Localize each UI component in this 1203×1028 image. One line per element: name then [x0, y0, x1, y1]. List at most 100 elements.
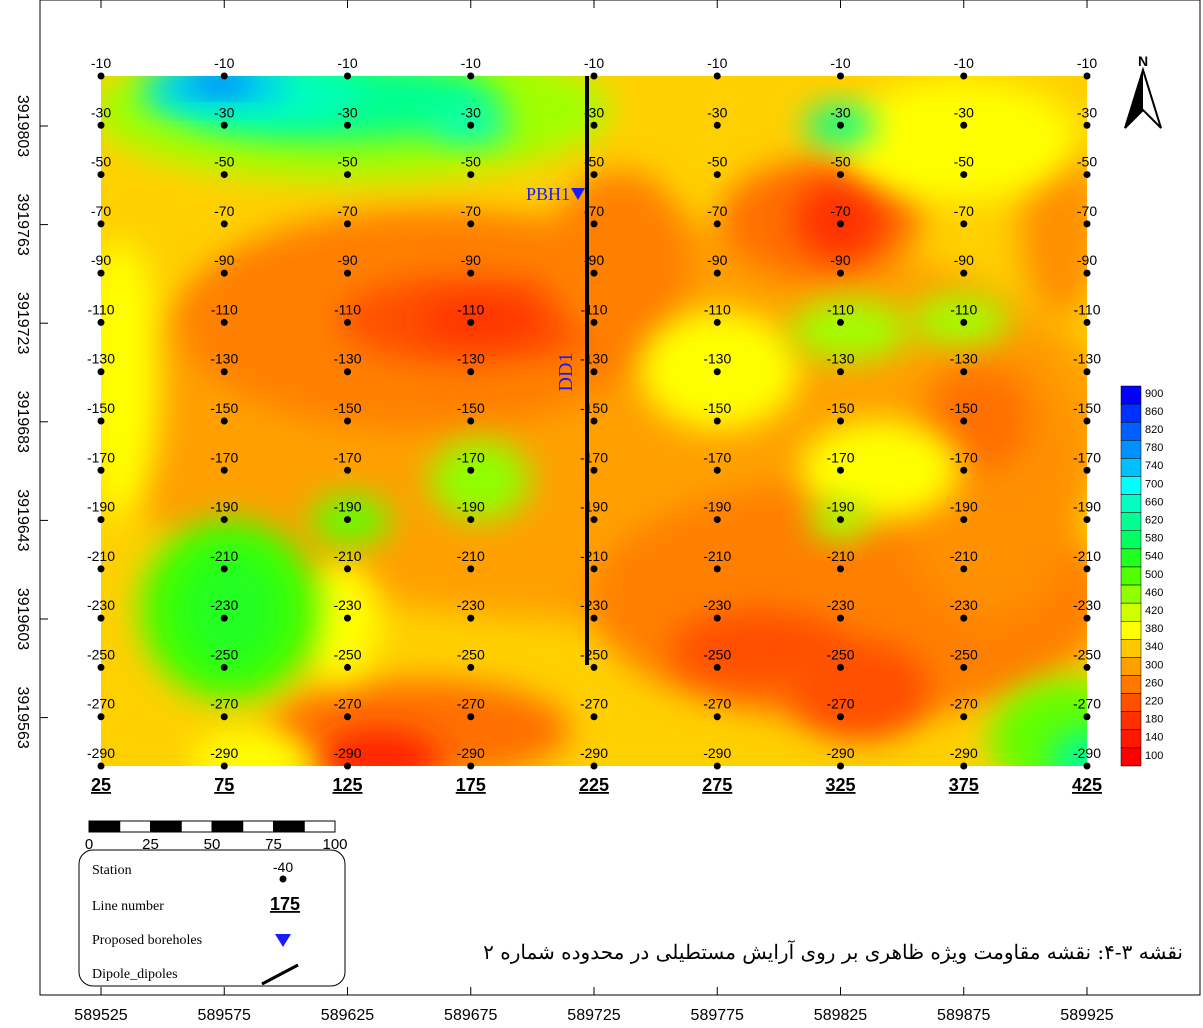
colorbar-label: 820 [1145, 424, 1163, 436]
contour-blob [1050, 730, 1087, 766]
station [467, 220, 475, 228]
line-number: 225 [579, 775, 609, 795]
colorbar-label: 100 [1145, 750, 1163, 762]
station-label: -230 [1073, 597, 1101, 613]
station [837, 516, 844, 524]
station [837, 368, 844, 376]
station-label: -90 [214, 252, 234, 268]
y-coord: 3919563 [14, 686, 31, 748]
colorbar-swatch [1120, 602, 1142, 622]
contour-blob [190, 730, 310, 766]
station [344, 269, 351, 277]
station [467, 762, 475, 770]
station [344, 318, 351, 326]
station [220, 713, 228, 721]
line-number: 375 [949, 775, 979, 795]
station-label: -130 [87, 351, 115, 367]
station [1083, 417, 1091, 425]
station-label: -10 [584, 55, 604, 71]
frame [39, 0, 1201, 996]
station [960, 713, 968, 721]
station-label: -150 [1073, 400, 1101, 416]
y-coord: 3919803 [14, 95, 31, 157]
station-label: -290 [826, 745, 854, 761]
station-label: -70 [707, 203, 727, 219]
station [837, 121, 844, 129]
station-label: -130 [950, 351, 978, 367]
station [220, 663, 228, 671]
station [713, 565, 721, 573]
station [713, 417, 721, 425]
station [220, 171, 228, 179]
station-label: -170 [210, 449, 238, 465]
x-coord: 589825 [814, 1007, 867, 1024]
station [1083, 565, 1091, 573]
colorbar-swatch [1120, 693, 1142, 712]
station-label: -90 [337, 252, 357, 268]
station [467, 269, 475, 277]
station-label: -130 [210, 351, 238, 367]
station-label: -10 [337, 55, 357, 71]
station [960, 72, 968, 80]
colorbar-label: 740 [1145, 460, 1163, 472]
colorbar-swatch [1120, 657, 1142, 676]
station [713, 318, 721, 326]
station-label: -270 [950, 696, 978, 712]
station [837, 663, 844, 671]
legend-borehole: Proposed boreholes [92, 933, 202, 948]
colorbar-swatch [1120, 747, 1142, 767]
station [837, 318, 844, 326]
station [590, 565, 598, 573]
contour-blob [420, 300, 540, 340]
colorbar-label: 300 [1145, 659, 1163, 671]
colorbar-swatch [1120, 711, 1142, 731]
station [467, 614, 475, 622]
borehole-label: PBH1 [526, 184, 570, 204]
line-number: 125 [332, 775, 362, 795]
station-label: -150 [950, 400, 978, 416]
station [960, 516, 968, 524]
station [220, 72, 228, 80]
colorbar-label: 660 [1145, 496, 1163, 508]
colorbar-swatch [1120, 421, 1142, 441]
station-label: -50 [954, 154, 974, 170]
station-label: -210 [210, 548, 238, 564]
station [97, 762, 105, 770]
station-label: -150 [826, 400, 854, 416]
station-label: -130 [580, 351, 608, 367]
contour-blob [840, 80, 1080, 200]
legend-box [78, 849, 346, 987]
station-label: -30 [954, 104, 974, 120]
y-coord: 3919683 [14, 391, 31, 453]
station [837, 565, 844, 573]
station-label: -30 [214, 104, 234, 120]
station-label: -50 [91, 154, 111, 170]
station [220, 516, 228, 524]
contour-blob [190, 76, 250, 92]
station [467, 368, 475, 376]
colorbar-label: 620 [1145, 515, 1163, 527]
station [220, 269, 228, 277]
station [590, 762, 598, 770]
station-label: -90 [1077, 252, 1097, 268]
legend-line-sample: 175 [270, 894, 300, 914]
colorbar-swatch [1120, 584, 1142, 604]
station-label: -170 [1073, 449, 1101, 465]
station-label: -230 [333, 597, 361, 613]
colorbar-label: 340 [1145, 641, 1163, 653]
contour-blob [320, 730, 440, 766]
station-label: -10 [91, 55, 111, 71]
station-label: -170 [457, 449, 485, 465]
station-label: -190 [580, 499, 608, 515]
station-label: -190 [826, 499, 854, 515]
station-label: -290 [210, 745, 238, 761]
station-label: -50 [1077, 154, 1097, 170]
station [344, 565, 351, 573]
station [960, 220, 968, 228]
legend-station-sample: -40 [273, 859, 293, 875]
colorbar-label: 460 [1145, 587, 1163, 599]
legend-dipole-line [261, 963, 299, 986]
station [467, 171, 475, 179]
station-label: -270 [210, 696, 238, 712]
station [960, 466, 968, 474]
